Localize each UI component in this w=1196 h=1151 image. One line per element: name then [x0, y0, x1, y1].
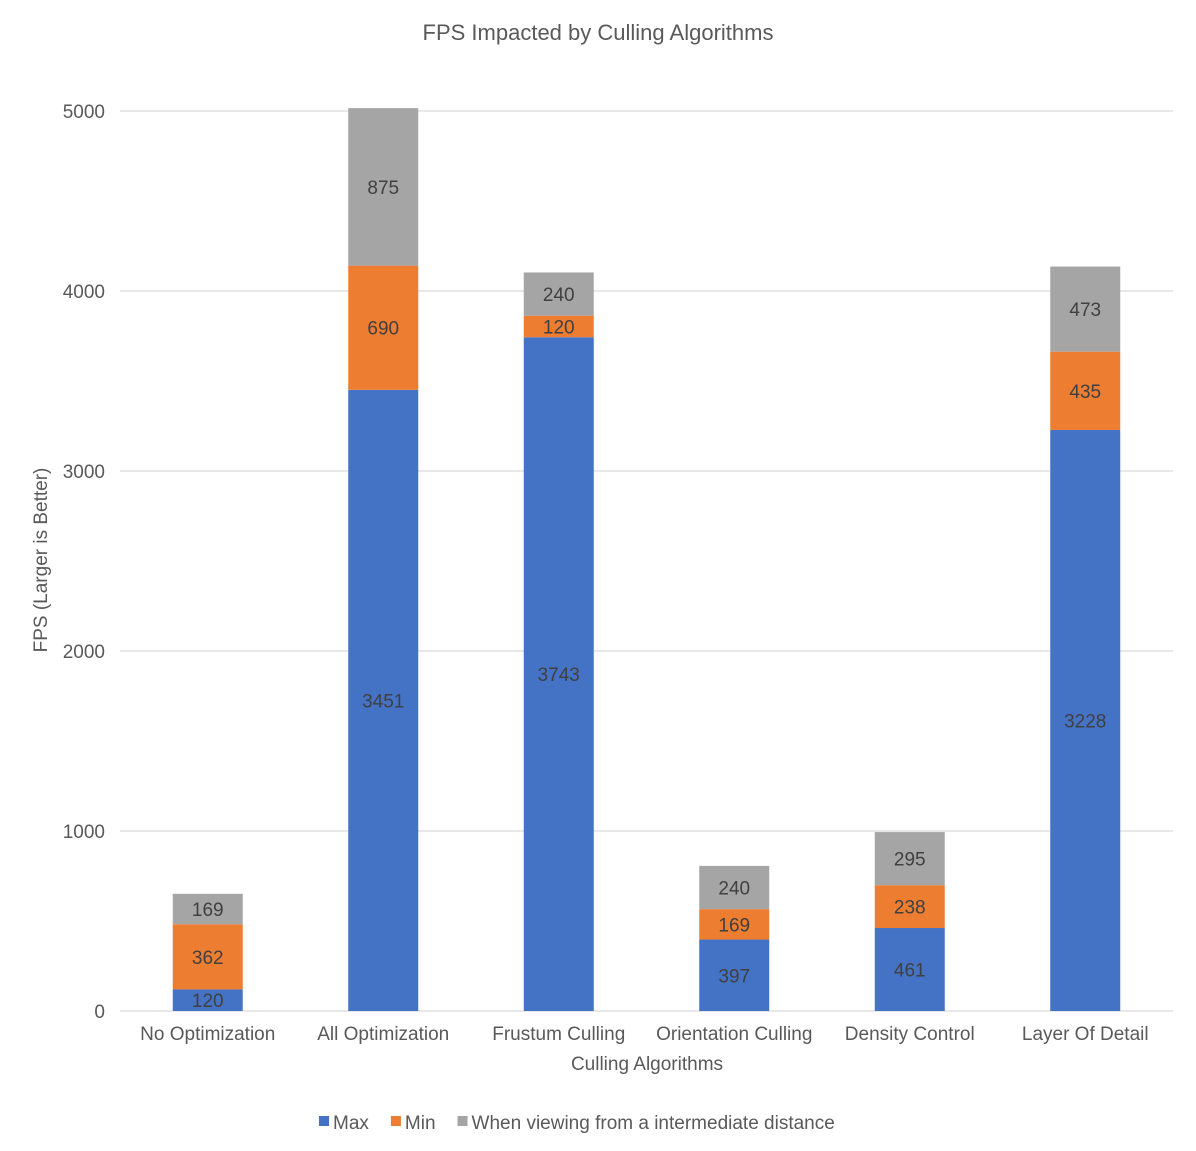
bar-segment-when-viewing-from-a-intermediate-distance — [348, 108, 419, 266]
y-tick-label: 4000 — [63, 282, 105, 303]
bar-segment-max — [172, 989, 243, 1011]
bar-segment-min — [172, 924, 243, 990]
legend: Max Min When viewing from a intermediate d… — [319, 1113, 835, 1134]
bar-segment-min — [523, 315, 594, 338]
x-category-label: Frustum Culling — [492, 1024, 625, 1045]
bar-segment-min — [699, 909, 770, 940]
data-label: 690 — [367, 319, 399, 340]
data-label: 461 — [894, 961, 926, 982]
x-axis-categories: No Optimization All Optimization Frustum C… — [140, 1024, 1148, 1045]
data-label: 295 — [894, 850, 926, 871]
y-tick-label: 0 — [94, 1002, 105, 1023]
x-category-label: No Optimization — [140, 1024, 275, 1045]
bar-segment-max — [699, 939, 770, 1011]
data-label: 473 — [1069, 300, 1101, 321]
bar-segment-min — [874, 885, 945, 929]
legend-swatch — [457, 1116, 468, 1126]
data-label: 397 — [718, 966, 750, 987]
x-category-label: Density Control — [845, 1024, 975, 1045]
x-category-label: Layer Of Detail — [1022, 1024, 1149, 1045]
y-tick-label: 2000 — [63, 642, 105, 663]
data-label: 120 — [543, 317, 575, 338]
data-label: 169 — [192, 900, 224, 921]
x-category-label: All Optimization — [317, 1024, 449, 1045]
data-label: 875 — [367, 178, 399, 199]
x-category-label: Orientation Culling — [656, 1024, 812, 1045]
data-labels: 120 362 169 3451 690 875 3743 120 240 397 169 240 46… — [192, 178, 1106, 1012]
data-label: 3451 — [362, 691, 404, 712]
legend-entry: Min — [405, 1113, 436, 1134]
legend-swatch — [319, 1116, 329, 1126]
data-label: 240 — [543, 285, 575, 306]
legend-entry: When viewing from a intermediate distanc… — [472, 1113, 835, 1134]
bar-segment-when-viewing-from-a-intermediate-distance — [172, 893, 243, 925]
bar-segment-max — [1050, 429, 1121, 1012]
data-label: 3228 — [1064, 711, 1106, 732]
data-label: 169 — [718, 915, 750, 936]
bar-segment-min — [1050, 351, 1121, 430]
bar-segment-when-viewing-from-a-intermediate-distance — [1050, 266, 1121, 352]
chart-title: FPS Impacted by Culling Algorithms — [423, 20, 774, 45]
y-axis-ticks: 0 1000 2000 3000 4000 5000 — [63, 102, 105, 1023]
bar-segment-when-viewing-from-a-intermediate-distance — [523, 272, 594, 316]
data-label: 435 — [1069, 382, 1101, 403]
x-axis-title: Culling Algorithms — [571, 1054, 723, 1075]
y-axis-title: FPS (Larger is Better) — [31, 468, 52, 653]
data-label: 362 — [192, 948, 224, 969]
data-label: 240 — [718, 879, 750, 900]
y-tick-label: 3000 — [63, 462, 105, 483]
bar-segment-when-viewing-from-a-intermediate-distance — [699, 865, 770, 910]
data-label: 238 — [894, 898, 926, 919]
bar-segment-max — [523, 337, 594, 1011]
data-label: 3743 — [538, 665, 580, 686]
bars — [172, 108, 1121, 1012]
gridlines — [120, 110, 1173, 1012]
y-tick-label: 1000 — [63, 822, 105, 843]
bar-segment-max — [348, 389, 419, 1011]
y-tick-label: 5000 — [63, 102, 105, 123]
data-label: 120 — [192, 991, 224, 1012]
bar-segment-max — [874, 928, 945, 1011]
bar-segment-when-viewing-from-a-intermediate-distance — [874, 832, 945, 886]
legend-swatch — [390, 1116, 401, 1126]
legend-entry: Max — [333, 1113, 369, 1134]
bar-segment-min — [348, 265, 419, 390]
